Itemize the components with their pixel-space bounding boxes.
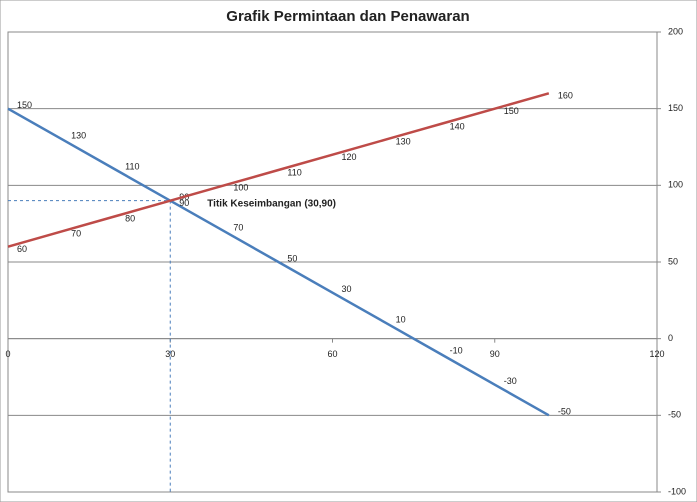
data-label: 70 <box>71 229 81 239</box>
data-label: 100 <box>233 183 248 193</box>
data-label: -10 <box>450 345 463 355</box>
data-label: 110 <box>125 161 139 171</box>
data-label: 90 <box>179 198 189 208</box>
data-label: 70 <box>233 223 243 233</box>
data-label: 150 <box>17 100 32 110</box>
y-tick-label: 100 <box>668 180 683 190</box>
series-line <box>7 107 550 417</box>
data-label: 140 <box>450 121 465 131</box>
data-label: 10 <box>396 315 406 325</box>
x-tick-label: 90 <box>490 349 500 359</box>
y-tick-label: -100 <box>668 486 686 496</box>
x-tick-label: 0 <box>5 349 10 359</box>
x-tick-label: 30 <box>165 349 175 359</box>
y-tick-label: -50 <box>668 410 681 420</box>
data-label: 150 <box>504 106 519 116</box>
data-label: 160 <box>558 91 573 101</box>
data-label: 50 <box>287 253 297 263</box>
equilibrium-label: Titik Keseimbangan (30,90) <box>207 198 336 209</box>
data-label: 120 <box>342 152 357 162</box>
chart-title: Grafik Permintaan dan Penawaran <box>226 8 469 25</box>
data-label: -50 <box>558 407 571 417</box>
x-tick-label: 120 <box>649 349 664 359</box>
y-tick-label: 50 <box>668 256 678 266</box>
y-tick-label: 150 <box>668 103 683 113</box>
data-label: 130 <box>71 131 86 141</box>
data-label: 130 <box>396 137 411 147</box>
data-label: -30 <box>504 376 517 386</box>
y-tick-label: 0 <box>668 333 673 343</box>
data-label: 30 <box>342 284 352 294</box>
data-label: 80 <box>125 213 135 223</box>
series-line <box>7 92 550 248</box>
y-tick-label: 200 <box>668 26 683 36</box>
data-label: 60 <box>17 244 27 254</box>
data-label: 110 <box>287 167 301 177</box>
x-tick-label: 60 <box>327 349 337 359</box>
